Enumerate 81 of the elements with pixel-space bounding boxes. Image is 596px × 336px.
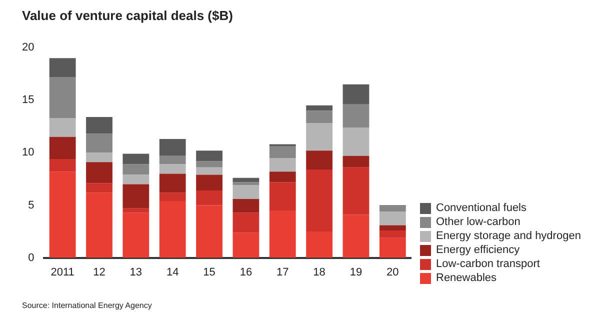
y-tick-label: 15 <box>22 94 34 106</box>
x-tick-label: 14 <box>166 266 179 278</box>
legend-label: Conventional fuels <box>436 201 527 215</box>
bar <box>232 198 260 213</box>
legend-label: Renewables <box>436 271 497 285</box>
bar <box>86 152 112 162</box>
bar <box>196 161 222 168</box>
x-tick-label: 15 <box>203 266 216 278</box>
bar <box>269 146 296 158</box>
bar <box>196 150 222 162</box>
bar <box>122 184 150 208</box>
bar <box>342 214 370 258</box>
legend-label: Energy efficiency <box>436 243 520 257</box>
legend-label: Energy storage and hydrogen <box>436 229 581 243</box>
bar <box>122 174 150 184</box>
x-tick-label: 12 <box>93 266 106 278</box>
y-tick-label: 20 <box>22 42 34 54</box>
bar <box>159 139 186 156</box>
bar <box>196 174 222 191</box>
bar <box>269 182 296 211</box>
bar <box>49 136 76 160</box>
bar <box>306 232 333 258</box>
legend-label: Low-carbon transport <box>436 257 540 271</box>
bar <box>122 208 150 213</box>
bar <box>232 178 260 182</box>
bar <box>196 205 222 258</box>
bar <box>306 170 333 232</box>
bar <box>306 110 333 124</box>
bar <box>196 167 222 175</box>
x-tick-label: 19 <box>350 266 362 278</box>
x-tick-label: 20 <box>386 266 399 278</box>
bar <box>49 159 76 172</box>
bar <box>342 156 370 168</box>
source-note: Source: International Energy Agency <box>22 301 153 310</box>
bar <box>342 167 370 215</box>
bar <box>269 158 296 172</box>
bar <box>86 116 112 134</box>
bar <box>86 162 112 184</box>
bar <box>379 212 406 226</box>
bar <box>49 172 76 258</box>
bar <box>379 225 406 230</box>
bar <box>159 156 186 164</box>
bar <box>86 134 112 153</box>
bar <box>159 201 186 258</box>
y-tick-label: 0 <box>28 252 34 264</box>
chart-title: Value of venture capital deals ($B) <box>22 8 234 23</box>
bar <box>49 77 76 118</box>
bar <box>159 174 186 193</box>
bar <box>159 192 186 202</box>
bar <box>306 150 333 170</box>
x-tick-label: 17 <box>276 266 289 278</box>
bar <box>86 192 112 258</box>
x-tick-label: 13 <box>130 266 142 278</box>
bar <box>49 118 76 137</box>
bar <box>196 190 222 206</box>
y-tick-label: 5 <box>28 199 34 212</box>
bar <box>122 154 150 164</box>
bar <box>122 212 150 258</box>
bar <box>122 164 150 175</box>
bar <box>379 230 406 238</box>
bar <box>342 104 370 128</box>
bar <box>306 123 333 151</box>
bar <box>342 84 370 104</box>
bar <box>232 182 260 186</box>
y-tick-label: 10 <box>22 146 34 159</box>
bar <box>232 232 260 258</box>
bar <box>159 164 186 174</box>
bar <box>342 127 370 156</box>
x-tick-label: 18 <box>313 266 326 278</box>
bar <box>379 238 406 258</box>
x-tick-label: 16 <box>240 266 252 278</box>
bar <box>269 210 296 258</box>
bar <box>232 212 260 233</box>
x-tick-label: 2011 <box>50 266 74 278</box>
bar <box>306 105 333 111</box>
bar <box>232 185 260 199</box>
bar <box>49 58 76 78</box>
bar <box>379 206 406 212</box>
legend-label: Other low-carbon <box>436 215 520 229</box>
bar <box>269 172 296 182</box>
bar <box>86 183 112 193</box>
